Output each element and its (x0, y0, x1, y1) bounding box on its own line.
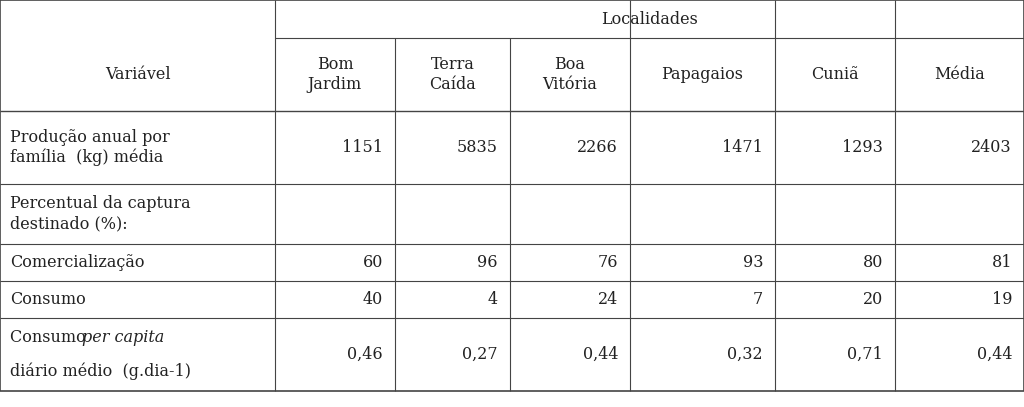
Text: 1151: 1151 (342, 139, 383, 156)
Text: 0,46: 0,46 (347, 346, 383, 363)
Text: 1471: 1471 (722, 139, 763, 156)
Text: 0,44: 0,44 (583, 346, 618, 363)
Text: 60: 60 (362, 254, 383, 271)
Text: 20: 20 (863, 291, 883, 308)
Text: 5835: 5835 (457, 139, 498, 156)
Text: Consumo: Consumo (10, 329, 91, 346)
Text: Bom
Jardim: Bom Jardim (308, 56, 362, 93)
Text: 93: 93 (742, 254, 763, 271)
Text: Terra
Caída: Terra Caída (429, 56, 476, 93)
Text: diário médio  (g.dia-1): diário médio (g.dia-1) (10, 363, 191, 380)
Text: 2403: 2403 (972, 139, 1012, 156)
Text: Boa
Vitória: Boa Vitória (543, 56, 597, 93)
Text: 0,27: 0,27 (463, 346, 498, 363)
Text: 81: 81 (991, 254, 1012, 271)
Text: per capita: per capita (82, 329, 164, 346)
Text: Produção anual por
família  (kg) média: Produção anual por família (kg) média (10, 129, 170, 166)
Text: destinado (%):: destinado (%): (10, 215, 128, 232)
Text: 76: 76 (597, 254, 618, 271)
Text: Consumo: Consumo (10, 291, 86, 308)
Text: Percentual da captura: Percentual da captura (10, 195, 190, 212)
Text: 4: 4 (487, 291, 498, 308)
Text: 0,44: 0,44 (977, 346, 1012, 363)
Text: 0,71: 0,71 (847, 346, 883, 363)
Text: Cuniã: Cuniã (811, 66, 859, 83)
Text: 7: 7 (753, 291, 763, 308)
Text: 24: 24 (598, 291, 618, 308)
Text: 2266: 2266 (578, 139, 618, 156)
Text: 80: 80 (862, 254, 883, 271)
Text: 0,32: 0,32 (727, 346, 763, 363)
Text: Comercialização: Comercialização (10, 254, 144, 271)
Text: Média: Média (934, 66, 985, 83)
Text: Papagaios: Papagaios (662, 66, 743, 83)
Text: 1293: 1293 (842, 139, 883, 156)
Text: Variável: Variável (104, 66, 170, 83)
Text: 40: 40 (362, 291, 383, 308)
Text: 96: 96 (477, 254, 498, 271)
Text: Localidades: Localidades (601, 11, 698, 28)
Text: 19: 19 (991, 291, 1012, 308)
